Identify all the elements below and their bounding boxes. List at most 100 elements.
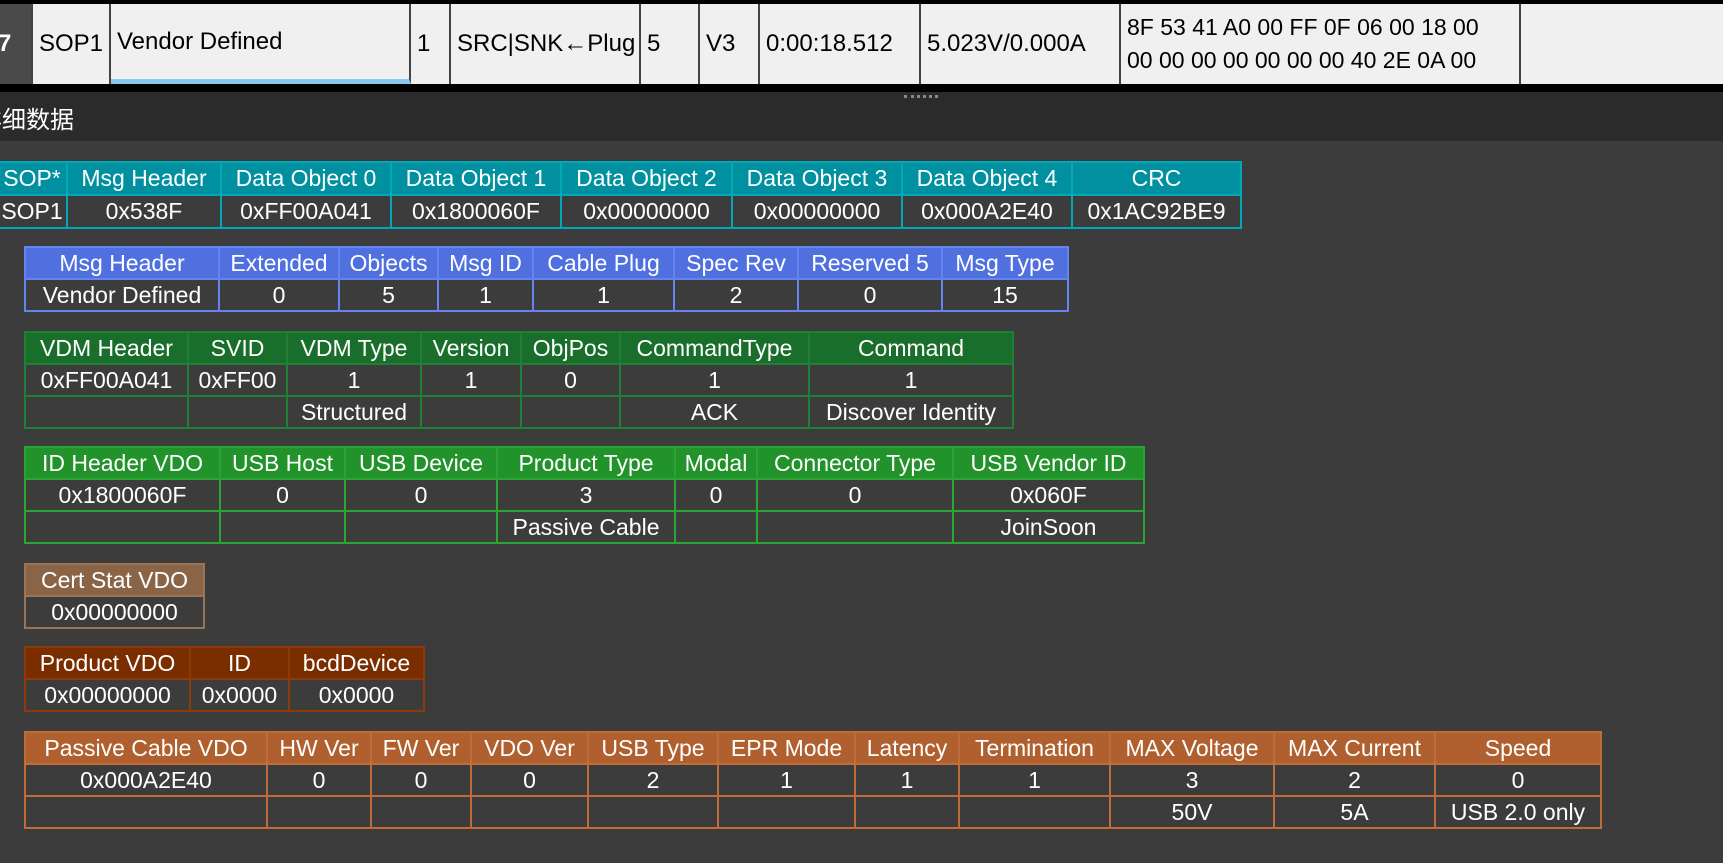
id-header-vdo-header-cell: USB Vendor ID — [952, 446, 1145, 480]
passive-cable-vdo-value-cell: 0 — [266, 763, 372, 797]
vdm-header-value-cell: 0xFF00 — [187, 363, 288, 397]
packet-overview-value-cell: 0x538F — [66, 194, 222, 229]
msg-header-value-cell: 2 — [673, 278, 799, 312]
vdm-header-value-cell — [24, 395, 189, 429]
vdm-header-value-cell: 1 — [619, 363, 810, 397]
product-vdo-value-cell: 0x0000 — [288, 678, 425, 712]
product-vdo-header-cell: ID — [189, 646, 290, 680]
msg-header-header-cell: Msg Type — [941, 246, 1069, 280]
id-header-vdo-value-cell — [344, 510, 498, 544]
passive-cable-vdo-value-cell — [24, 795, 268, 829]
msg-header-header-cell: Extended — [218, 246, 340, 280]
passive-cable-vdo-header-cell: FW Ver — [370, 731, 472, 765]
packet-overview-value-cell: 0x00000000 — [731, 194, 903, 229]
passive-cable-vdo-value-cell — [854, 795, 960, 829]
id-header-vdo-value-cell: Passive Cable — [496, 510, 676, 544]
passive-cable-vdo-value-cell: 1 — [854, 763, 960, 797]
passive-cable-vdo-value-cell: USB 2.0 only — [1434, 795, 1602, 829]
packet-overview-value-cell: 0x00000000 — [560, 194, 733, 229]
id-header-vdo-value-cell: 0 — [674, 478, 758, 512]
msg-header-value-cell: 0 — [797, 278, 943, 312]
packet-overview-value-cell: 0x1800060F — [390, 194, 562, 229]
id-header-vdo-value-cell: 0x1800060F — [24, 478, 221, 512]
packet-overview-value-cell: 0xFF00A041 — [220, 194, 392, 229]
vdm-header-value-cell: 0xFF00A041 — [24, 363, 189, 397]
passive-cable-vdo-value-cell: 1 — [717, 763, 856, 797]
raw-data-line-2: 00 00 00 00 00 00 00 40 2E 0A 00 — [1127, 47, 1477, 73]
passive-cable-vdo-value-cell: 5A — [1273, 795, 1436, 829]
id-header-vdo-header-cell: USB Device — [344, 446, 498, 480]
packet-overview-header-cell: Data Object 3 — [731, 161, 903, 196]
id-header-vdo-value-cell: JoinSoon — [952, 510, 1145, 544]
id-header-vdo-value-cell: 0 — [756, 478, 954, 512]
msg-header-header-cell: Objects — [338, 246, 439, 280]
msg-header-value-cell: 1 — [437, 278, 534, 312]
msg-header-header-cell: Spec Rev — [673, 246, 799, 280]
passive-cable-vdo-value-cell — [266, 795, 372, 829]
passive-cable-vdo-value-cell: 3 — [1109, 763, 1275, 797]
vdm-header-value-cell: ACK — [619, 395, 810, 429]
passive-cable-vdo-header-cell: EPR Mode — [717, 731, 856, 765]
packet-list-row[interactable]: 7 SOP1 Vendor Defined 1 SRC|SNK←Plug 5 V… — [0, 0, 1723, 92]
cell-direction[interactable]: SRC|SNK←Plug — [451, 4, 641, 84]
cert-stat-vdo-value-cell: 0x00000000 — [24, 595, 205, 629]
packet-overview-value-cell: SOP1 — [0, 194, 68, 229]
msg-header-value-cell: Vendor Defined — [24, 278, 220, 312]
passive-cable-vdo-header-cell: Speed — [1434, 731, 1602, 765]
id-header-vdo-header-cell: ID Header VDO — [24, 446, 221, 480]
vdm-header-value-cell — [520, 395, 621, 429]
passive-cable-vdo-value-cell: 0 — [1434, 763, 1602, 797]
packet-overview-header-cell: SOP* — [0, 161, 68, 196]
msg-header-header-cell: Msg Header — [24, 246, 220, 280]
packet-overview-value-cell: 0x000A2E40 — [901, 194, 1073, 229]
id-header-vdo-value-cell: 0 — [219, 478, 346, 512]
cell-spec-rev[interactable]: V3 — [700, 4, 760, 84]
cell-empty — [1521, 4, 1723, 84]
passive-cable-vdo-value-cell: 1 — [958, 763, 1111, 797]
cell-msg-id[interactable]: 1 — [411, 4, 451, 84]
raw-data-line-1: 8F 53 41 A0 00 FF 0F 06 00 18 00 — [1127, 14, 1479, 40]
vdm-header-header-cell: Command — [808, 331, 1014, 365]
product-vdo-header-cell: bcdDevice — [288, 646, 425, 680]
id-header-vdo-value-cell — [24, 510, 221, 544]
passive-cable-vdo-header-cell: HW Ver — [266, 731, 372, 765]
id-header-vdo-header-cell: Product Type — [496, 446, 676, 480]
passive-cable-vdo-header-cell: MAX Current — [1273, 731, 1436, 765]
passive-cable-vdo-value-cell: 2 — [1273, 763, 1436, 797]
product-vdo-value-cell: 0x0000 — [189, 678, 290, 712]
packet-overview-header-cell: Data Object 1 — [390, 161, 562, 196]
product-vdo-value-cell: 0x00000000 — [24, 678, 191, 712]
vdm-header-header-cell: VDM Type — [286, 331, 422, 365]
cell-timestamp[interactable]: 0:00:18.512 — [760, 4, 921, 84]
cell-objects[interactable]: 5 — [641, 4, 700, 84]
msg-header-header-cell: Cable Plug — [532, 246, 675, 280]
passive-cable-vdo-header-cell: Latency — [854, 731, 960, 765]
passive-cable-vdo-value-cell — [470, 795, 589, 829]
splitter-grip[interactable] — [904, 95, 938, 101]
passive-cable-vdo-value-cell: 0x000A2E40 — [24, 763, 268, 797]
msg-header-value-cell: 15 — [941, 278, 1069, 312]
passive-cable-vdo-value-cell: 0 — [470, 763, 589, 797]
msg-header-header-cell: Msg ID — [437, 246, 534, 280]
cell-vbus[interactable]: 5.023V/0.000A — [921, 4, 1121, 84]
section-title: 详细数据 — [0, 106, 74, 134]
product-vdo-header-cell: Product VDO — [24, 646, 191, 680]
vdm-header-value-cell — [187, 395, 288, 429]
cell-sop[interactable]: SOP1 — [33, 4, 111, 84]
vdm-header-value-cell: Discover Identity — [808, 395, 1014, 429]
id-header-vdo-value-cell — [674, 510, 758, 544]
cell-raw-data[interactable]: 8F 53 41 A0 00 FF 0F 06 00 18 00 00 00 0… — [1121, 4, 1521, 84]
packet-overview-header-cell: CRC — [1071, 161, 1242, 196]
id-header-vdo-header-cell: Modal — [674, 446, 758, 480]
packet-overview-header-cell: Msg Header — [66, 161, 222, 196]
packet-overview-value-cell: 0x1AC92BE9 — [1071, 194, 1242, 229]
vdm-header-value-cell: 1 — [808, 363, 1014, 397]
id-header-vdo-header-cell: Connector Type — [756, 446, 954, 480]
passive-cable-vdo-header-cell: Passive Cable VDO — [24, 731, 268, 765]
cell-msg-type[interactable]: Vendor Defined — [111, 4, 411, 84]
passive-cable-vdo-value-cell: 50V — [1109, 795, 1275, 829]
vdm-header-value-cell: 1 — [286, 363, 422, 397]
msg-header-value-cell: 1 — [532, 278, 675, 312]
vdm-header-header-cell: ObjPos — [520, 331, 621, 365]
passive-cable-vdo-value-cell — [587, 795, 719, 829]
